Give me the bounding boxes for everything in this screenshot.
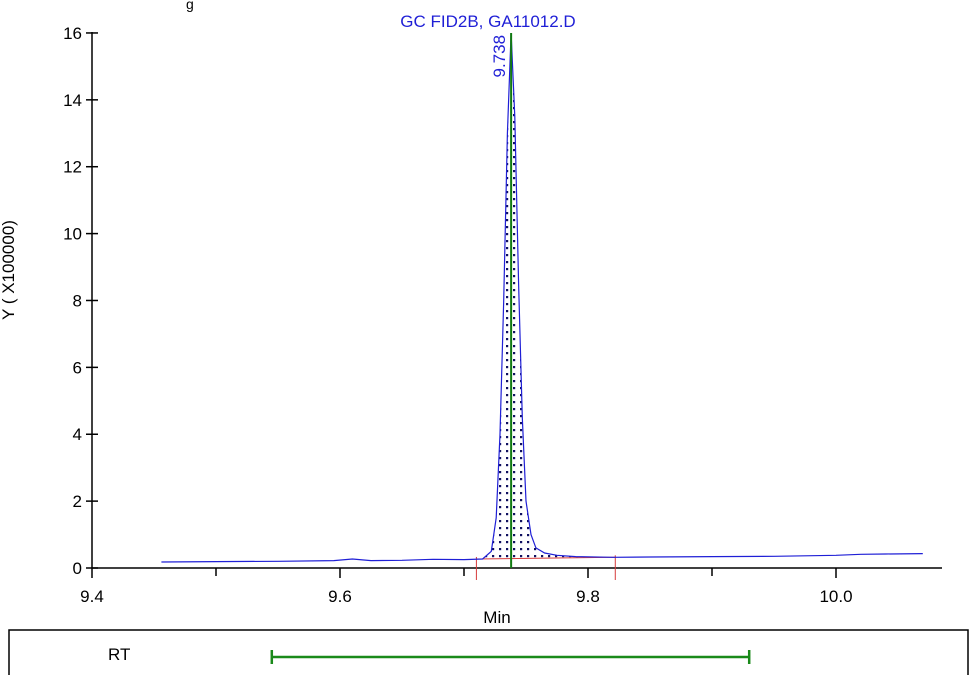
y-tick-label: 14 [63, 91, 82, 110]
y-tick-label: 0 [73, 559, 82, 578]
chart-title: GC FID2B, GA11012.D [400, 12, 575, 31]
y-axis-label: Y ( X100000) [0, 220, 18, 320]
y-tick-label: 10 [63, 225, 82, 244]
x-tick-label: 9.6 [328, 587, 352, 606]
peak-rt-label: 9.738 [490, 35, 509, 78]
y-tick-label: 6 [73, 358, 82, 377]
y-tick-label: 12 [63, 158, 82, 177]
y-tick-label: 16 [63, 24, 82, 43]
x-tick-label: 9.8 [576, 587, 600, 606]
rt-range-bar [270, 650, 751, 664]
peak-area-fill [476, 33, 616, 559]
x-tick-label: 10.0 [819, 587, 852, 606]
chromatogram-trace [161, 32, 923, 563]
x-axis-label: Min [483, 608, 510, 627]
x-tick-label: 9.4 [80, 587, 104, 606]
y-tick-label: 8 [73, 291, 82, 310]
y-ticks: 0 2 4 6 8 10 12 14 16 [63, 24, 98, 578]
rt-row-label: RT [108, 645, 130, 664]
rt-row-box [8, 629, 969, 675]
y-tick-label: 4 [73, 425, 82, 444]
integration-baseline [476, 556, 616, 560]
y-tick-label: 2 [73, 492, 82, 511]
x-ticks: 9.4 9.6 9.8 10.0 [80, 568, 853, 606]
header-fragment: g [186, 0, 194, 12]
